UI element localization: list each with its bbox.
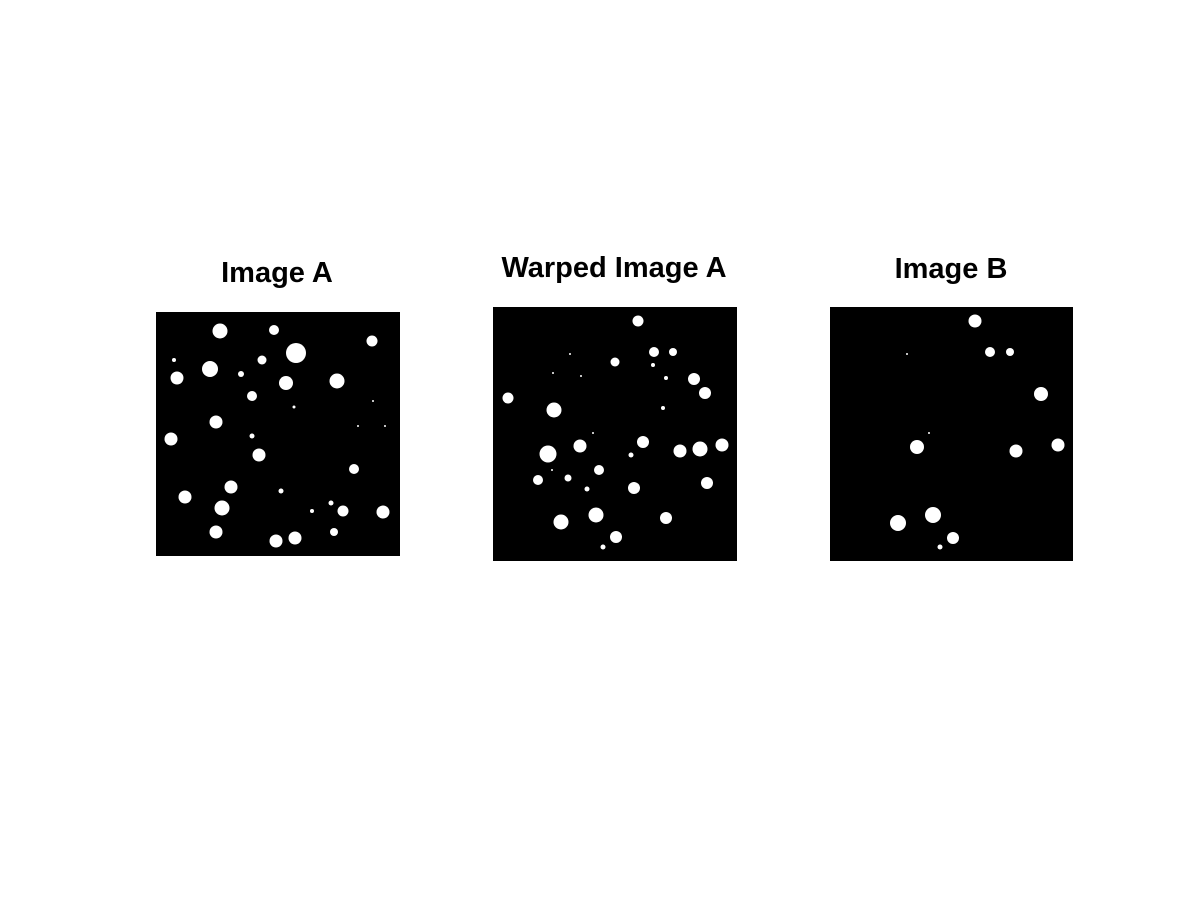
warped-image-a-blob [564,474,572,482]
panel-title-image-a: Image A [221,257,333,289]
image-a-blob [376,505,390,519]
warped-image-a-blob [649,347,659,357]
image-a-plot [156,312,400,556]
warped-image-a-blob [580,375,582,377]
image-b-blob [890,515,906,531]
image-a-blob [269,534,283,548]
image-a-blob [288,531,302,545]
image-b-blob [985,347,995,357]
image-a-blob [209,525,223,539]
image-b-blob [937,544,943,550]
warped-image-a-blob [533,475,543,485]
warped-image-a-blob [584,486,590,492]
warped-image-a-blob [660,512,672,524]
image-b-plot [830,307,1073,561]
warped-image-a-blob [661,406,665,410]
image-a-blob [249,433,255,439]
warped-image-a-blob [715,438,729,452]
image-a-blob [349,464,359,474]
warped-image-a-blob [688,373,700,385]
image-a-blob [202,361,218,377]
warped-image-a-blob [539,445,557,463]
warped-image-a-blobs [502,315,729,550]
warped-image-a-blob [673,444,687,458]
warped-image-a-blob [651,363,655,367]
warped-image-a-blob [701,477,713,489]
image-a-blob [329,373,345,389]
warped-image-a-blob [573,439,587,453]
image-a-blobs [164,323,390,548]
warped-image-a-blob [502,392,514,404]
warped-image-a-blob [610,531,622,543]
panel-title-image-b: Image B [894,253,1008,285]
image-b-background [830,307,1073,561]
image-a-blob [384,425,386,427]
image-b-blob [1051,438,1065,452]
image-a-blob [337,505,349,517]
image-a-blob [278,488,284,494]
warped-image-a-blob [669,348,677,356]
image-a-blob [212,323,228,339]
warped-image-a-blob [552,372,554,374]
warped-image-a-blob [600,544,606,550]
warped-image-a-blob [553,514,569,530]
warped-image-a-blob [628,452,634,458]
image-a-blob [279,376,293,390]
image-a-blob [178,490,192,504]
warped-image-a-blob [551,469,553,471]
image-a-blob [310,509,314,513]
image-b-blob [910,440,924,454]
warped-image-a-blob [592,432,594,434]
image-a-blob [164,432,178,446]
warped-image-a-blob [692,441,708,457]
warped-image-a-blob [632,315,644,327]
image-b-blob [925,507,941,523]
image-b-blob [906,353,908,355]
image-b-blobs [890,314,1065,550]
image-a-blob [170,371,184,385]
warped-image-a-blob [637,436,649,448]
panel-title-warped-image-a: Warped Image A [501,252,727,284]
warped-image-a-blob [610,357,620,367]
image-a-blob [224,480,238,494]
warped-image-a-blob [569,353,571,355]
warped-image-a-blob [664,376,668,380]
image-b-blob [928,432,930,434]
image-a-blob [372,400,374,402]
image-b-blob [1034,387,1048,401]
image-a-blob [366,335,378,347]
image-a-blob [292,405,296,409]
image-a-blob [286,343,306,363]
image-a-blob [214,500,230,516]
image-b-blob [1009,444,1023,458]
image-a-blob [247,391,257,401]
warped-image-a-blob [628,482,640,494]
image-a-blob [328,500,334,506]
image-a-blob [257,355,267,365]
image-a-blob [252,448,266,462]
image-a-blob [330,528,338,536]
image-b-blob [947,532,959,544]
image-a-background [156,312,400,556]
warped-image-a-blob [594,465,604,475]
warped-image-a-background [493,307,737,561]
image-a-blob [238,371,244,377]
image-a-blob [357,425,359,427]
warped-image-a-blob [588,507,604,523]
warped-image-a-plot [493,307,737,561]
image-a-blob [172,358,176,362]
image-b-blob [968,314,982,328]
image-a-blob [269,325,279,335]
image-a-blob [209,415,223,429]
warped-image-a-blob [699,387,711,399]
warped-image-a-blob [546,402,562,418]
image-b-blob [1006,348,1014,356]
